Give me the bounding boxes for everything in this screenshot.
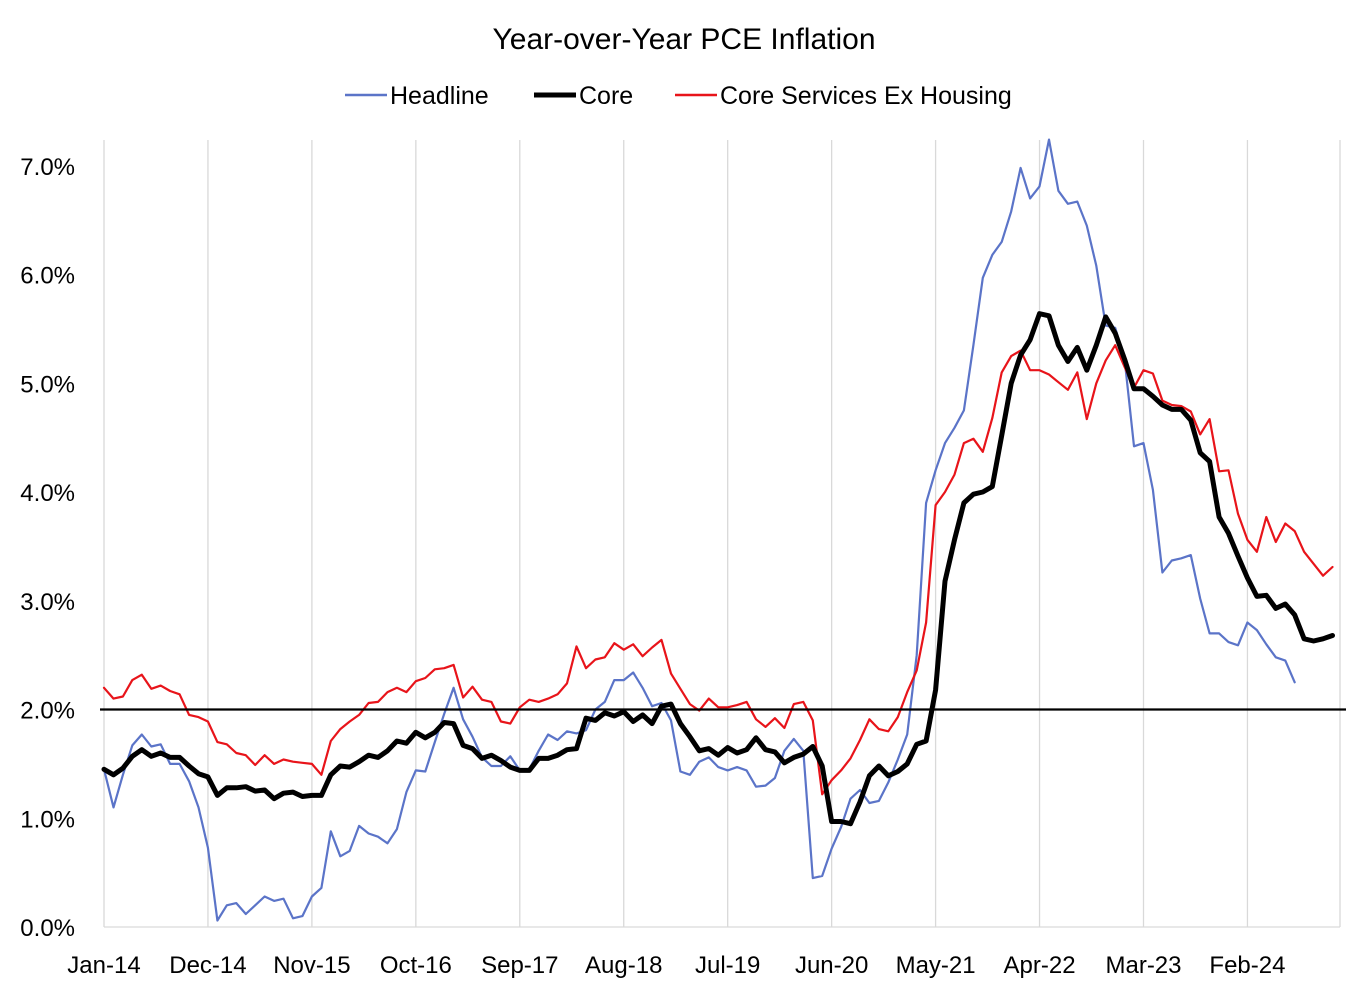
y-tick-label-7: 7.0% xyxy=(20,154,75,181)
x-tick-label-may-21: May-21 xyxy=(896,952,976,979)
legend: Headline Core Core Services Ex Housing xyxy=(345,82,1012,110)
series-layer xyxy=(100,138,1346,922)
y-tick-label-2: 2.0% xyxy=(20,698,75,725)
y-tick-label-3: 3.0% xyxy=(20,589,75,616)
x-axis: Jan-14 Dec-14 Nov-15 Oct-16 Sep-17 Aug-18 Jul-… xyxy=(67,952,1285,979)
legend-label-core-services-ex-housing: Core Services Ex Housing xyxy=(720,82,1012,110)
legend-label-core: Core xyxy=(579,82,633,110)
series-line-headline xyxy=(102,138,1296,922)
x-tick-label-nov-15: Nov-15 xyxy=(273,952,350,979)
y-tick-label-5: 5.0% xyxy=(20,371,75,398)
legend-label-headline: Headline xyxy=(390,82,489,110)
x-tick-label-mar-23: Mar-23 xyxy=(1105,952,1181,979)
x-tick-label-oct-16: Oct-16 xyxy=(380,952,452,979)
y-tick-label-1: 1.0% xyxy=(20,806,75,833)
x-tick-label-dec-14: Dec-14 xyxy=(169,952,246,979)
y-axis: 0.0% 1.0% 2.0% 3.0% 4.0% 5.0% 6.0% 7.0% xyxy=(20,154,75,942)
legend-item-headline: Headline xyxy=(345,82,489,110)
legend-item-core-services-ex-housing: Core Services Ex Housing xyxy=(675,82,1012,110)
x-tick-label-apr-22: Apr-22 xyxy=(1004,952,1076,979)
x-tick-label-jan-14: Jan-14 xyxy=(67,952,140,979)
chart-title: Year-over-Year PCE Inflation xyxy=(493,23,876,56)
x-tick-label-sep-17: Sep-17 xyxy=(481,952,558,979)
y-tick-label-4: 4.0% xyxy=(20,480,75,507)
y-tick-label-0: 0.0% xyxy=(20,915,75,942)
x-tick-label-feb-24: Feb-24 xyxy=(1209,952,1285,979)
x-tick-label-jun-20: Jun-20 xyxy=(795,952,868,979)
y-tick-label-6: 6.0% xyxy=(20,263,75,290)
x-tick-label-aug-18: Aug-18 xyxy=(585,952,662,979)
series-line-core xyxy=(101,311,1335,827)
legend-item-core: Core xyxy=(534,82,633,110)
x-tick-label-jul-19: Jul-19 xyxy=(695,952,760,979)
